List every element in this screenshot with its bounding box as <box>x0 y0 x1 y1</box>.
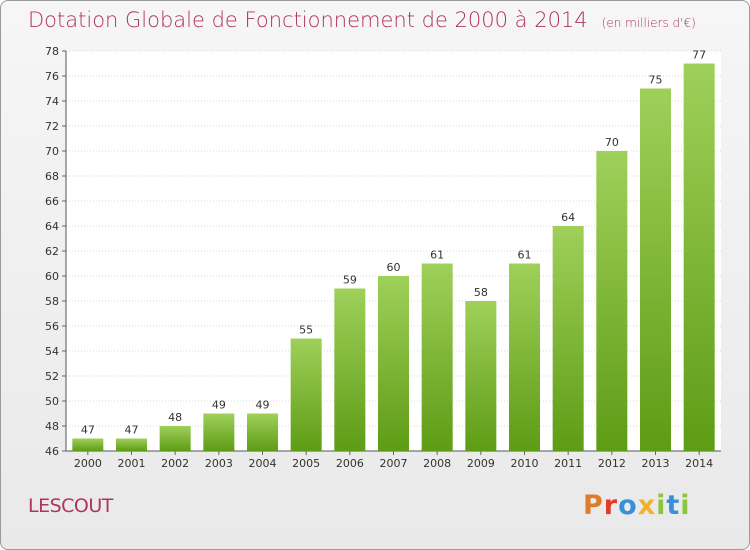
bar <box>509 263 540 451</box>
y-tick-label: 70 <box>45 145 59 158</box>
data-label: 49 <box>212 399 226 412</box>
logo-letter: i <box>656 490 667 521</box>
bar <box>159 426 191 451</box>
bar <box>465 301 497 451</box>
y-tick-label: 78 <box>45 45 59 58</box>
logo-letter: o <box>618 490 638 521</box>
y-tick-label: 62 <box>45 245 59 258</box>
data-label: 47 <box>81 424 95 437</box>
x-tick-label: 2007 <box>380 457 408 470</box>
x-tick-label: 2005 <box>292 457 320 470</box>
bar <box>334 288 366 451</box>
y-tick-label: 58 <box>45 295 59 308</box>
x-tick-label: 2011 <box>554 457 582 470</box>
data-label: 61 <box>518 249 532 262</box>
bar <box>421 263 453 451</box>
y-tick-label: 72 <box>45 120 59 133</box>
y-tick-label: 66 <box>45 195 59 208</box>
y-tick-label: 68 <box>45 170 59 183</box>
data-label: 55 <box>299 324 313 337</box>
x-tick-label: 2006 <box>336 457 364 470</box>
x-tick-label: 2008 <box>423 457 451 470</box>
chart-subtitle: (en milliers d'€) <box>601 16 696 30</box>
y-tick-label: 48 <box>45 420 59 433</box>
y-tick-label: 74 <box>45 95 59 108</box>
bar <box>203 413 235 451</box>
title-text: Dotation Globale de Fonctionnement de 20… <box>28 8 588 32</box>
bar <box>72 438 104 451</box>
bar <box>640 88 671 451</box>
data-label: 75 <box>649 74 663 87</box>
y-tick-label: 46 <box>45 445 59 458</box>
data-label: 77 <box>692 49 706 62</box>
x-tick-label: 2012 <box>598 457 626 470</box>
x-tick-label: 2001 <box>118 457 146 470</box>
x-tick-label: 2003 <box>205 457 233 470</box>
y-tick-label: 52 <box>45 370 59 383</box>
x-tick-label: 2013 <box>642 457 670 470</box>
data-label: 64 <box>561 211 575 224</box>
chart-title: Dotation Globale de Fonctionnement de 20… <box>28 8 696 32</box>
bar <box>290 338 322 451</box>
logo-letter: t <box>666 490 681 521</box>
bar <box>683 63 715 451</box>
y-tick-label: 56 <box>45 320 59 333</box>
bar <box>552 226 584 451</box>
place-name: LESCOUT <box>28 495 113 517</box>
x-tick-label: 2014 <box>685 457 713 470</box>
x-tick-label: 2000 <box>74 457 102 470</box>
x-tick-label: 2004 <box>249 457 277 470</box>
x-tick-label: 2009 <box>467 457 495 470</box>
logo-letter: P <box>583 490 604 521</box>
bar <box>378 276 409 451</box>
bar <box>116 438 147 451</box>
logo-letter: r <box>603 490 619 521</box>
y-tick-label: 54 <box>45 345 59 358</box>
y-tick-label: 64 <box>45 220 59 233</box>
bar <box>247 413 278 451</box>
x-tick-label: 2002 <box>161 457 189 470</box>
data-label: 60 <box>387 261 401 274</box>
data-label: 70 <box>605 136 619 149</box>
data-label: 49 <box>256 399 270 412</box>
y-tick-label: 50 <box>45 395 59 408</box>
proxiti-logo: Proxiti <box>583 490 691 521</box>
data-label: 61 <box>430 249 444 262</box>
data-label: 47 <box>125 424 139 437</box>
bar <box>596 151 628 451</box>
data-label: 59 <box>343 274 357 287</box>
logo-letter: i <box>680 490 691 521</box>
y-tick-label: 60 <box>45 270 59 283</box>
logo-letter: x <box>637 490 657 521</box>
y-tick-label: 76 <box>45 70 59 83</box>
x-tick-label: 2010 <box>511 457 539 470</box>
data-label: 48 <box>168 411 182 424</box>
data-label: 58 <box>474 286 488 299</box>
